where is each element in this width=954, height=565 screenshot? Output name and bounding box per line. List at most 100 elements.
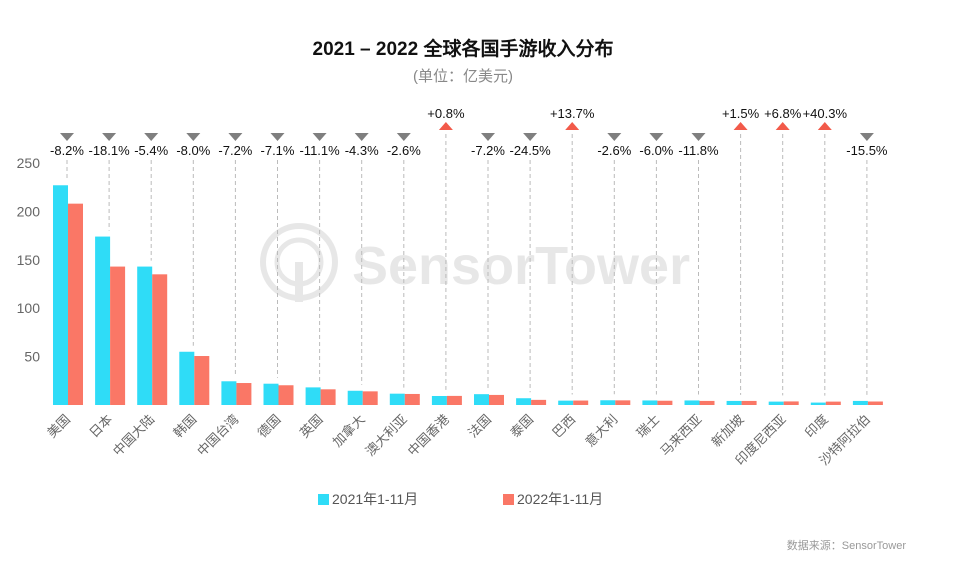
growth-label: -18.1% — [88, 143, 130, 158]
bar-2022 — [194, 356, 210, 405]
bar-2022 — [489, 394, 504, 405]
bar-2022 — [741, 400, 757, 405]
growth-label: -7.2% — [471, 143, 505, 158]
x-tick-label: 加拿大 — [330, 412, 368, 450]
growth-label: -11.1% — [299, 143, 340, 158]
legend-swatch-2022 — [503, 494, 514, 505]
bar-2021 — [642, 400, 658, 405]
down-triangle-icon — [396, 133, 411, 141]
growth-label: -8.2% — [50, 143, 84, 158]
growth-label: +1.5% — [722, 106, 760, 121]
growth-label: +40.3% — [803, 106, 848, 121]
bar-2022 — [152, 274, 168, 405]
bar-2022 — [825, 401, 841, 405]
down-triangle-icon — [60, 133, 74, 141]
bars — [53, 185, 883, 405]
bar-2022 — [68, 203, 83, 405]
bar-2021 — [768, 401, 784, 405]
x-tick-label: 英国 — [297, 412, 326, 441]
bar-2021 — [137, 266, 153, 405]
bar-2022 — [362, 391, 378, 405]
bar-2022 — [783, 401, 799, 405]
x-tick-label: 韩国 — [170, 412, 199, 441]
watermark: SensorTower — [260, 223, 690, 302]
growth-label: -7.1% — [261, 143, 295, 158]
down-triangle-icon — [186, 133, 201, 141]
legend-item-2021[interactable]: 2021年1-11月 — [318, 491, 418, 507]
bar-2021 — [95, 236, 111, 405]
bar-2021 — [389, 393, 405, 405]
down-triangle-icon — [649, 133, 664, 141]
up-triangle-icon — [817, 122, 832, 130]
bar-2021 — [600, 400, 616, 405]
x-tick-label: 中国台湾 — [194, 412, 241, 459]
x-tick-label: 泰国 — [507, 412, 536, 441]
bar-2022 — [531, 399, 547, 405]
bar-2021 — [179, 351, 195, 405]
guide-lines — [66, 134, 868, 396]
up-triangle-icon — [438, 122, 453, 130]
bar-2021 — [347, 390, 363, 405]
x-tick-label: 德国 — [255, 412, 284, 441]
chart-title: 2021 – 2022 全球各国手游收入分布 — [313, 37, 614, 60]
bar-2021 — [305, 387, 321, 405]
up-triangle-icon — [733, 122, 748, 130]
x-tick-label: 新加坡 — [709, 412, 747, 450]
down-triangle-icon — [228, 133, 243, 141]
growth-label: -6.0% — [639, 143, 673, 158]
watermark-text: SensorTower — [352, 236, 690, 296]
bar-2022 — [573, 400, 589, 405]
bar-2022 — [236, 383, 252, 405]
source-note: 数据来源：SensorTower — [787, 538, 907, 552]
growth-label: +0.8% — [427, 106, 465, 121]
bar-2021 — [474, 394, 489, 405]
y-axis: 50 100 150 200 250 — [17, 155, 41, 365]
bar-2022 — [657, 400, 673, 405]
x-tick-label: 印度 — [802, 412, 831, 441]
bar-2022 — [615, 400, 631, 405]
down-triangle-icon — [354, 133, 369, 141]
x-tick-label: 法国 — [465, 412, 494, 441]
x-tick-label: 意大利 — [582, 412, 620, 450]
growth-label: +6.8% — [764, 106, 802, 121]
bar-2021 — [431, 395, 447, 405]
growth-label: +13.7% — [550, 106, 595, 121]
bar-2021 — [263, 383, 279, 405]
y-tick-label: 200 — [17, 203, 41, 219]
bar-2022 — [404, 393, 420, 405]
bar-2021 — [852, 400, 868, 405]
down-triangle-icon — [102, 133, 117, 141]
growth-label: -11.8% — [678, 143, 719, 158]
down-triangle-icon — [607, 133, 622, 141]
x-tick-label: 日本 — [86, 412, 115, 441]
bar-2021 — [53, 185, 68, 405]
down-triangle-icon — [523, 133, 538, 141]
growth-label: -7.2% — [218, 143, 252, 158]
growth-label: -2.6% — [387, 143, 421, 158]
bar-2022 — [320, 389, 336, 405]
growth-label: -2.6% — [597, 143, 631, 158]
down-triangle-icon — [270, 133, 285, 141]
legend: 2021年1-11月 2022年1-11月 — [318, 491, 603, 507]
x-tick-label: 马来西亚 — [657, 412, 704, 459]
growth-label: -5.4% — [134, 143, 168, 158]
bar-2022 — [110, 266, 126, 405]
down-triangle-icon — [859, 133, 874, 141]
y-tick-label: 50 — [24, 349, 40, 365]
y-tick-label: 100 — [17, 300, 41, 316]
legend-item-2022[interactable]: 2022年1-11月 — [503, 491, 603, 507]
bar-2021 — [726, 400, 742, 405]
growth-label: -15.5% — [846, 143, 888, 158]
bar-2021 — [684, 400, 700, 405]
growth-labels: -8.2% -18.1% -5.4% -8.0% -7.2% -7.1% -11.1% -4.… — [50, 106, 888, 158]
down-triangle-icon — [481, 133, 495, 141]
x-tick-label: 澳大利亚 — [363, 412, 410, 459]
bar-2021 — [221, 381, 237, 405]
legend-label-2022: 2022年1-11月 — [517, 491, 603, 507]
growth-label: -24.5% — [509, 143, 551, 158]
x-tick-label: 中国大陆 — [110, 412, 157, 459]
up-triangle-icon — [565, 122, 580, 130]
down-triangle-icon — [691, 133, 706, 141]
down-triangle-icon — [144, 133, 159, 141]
